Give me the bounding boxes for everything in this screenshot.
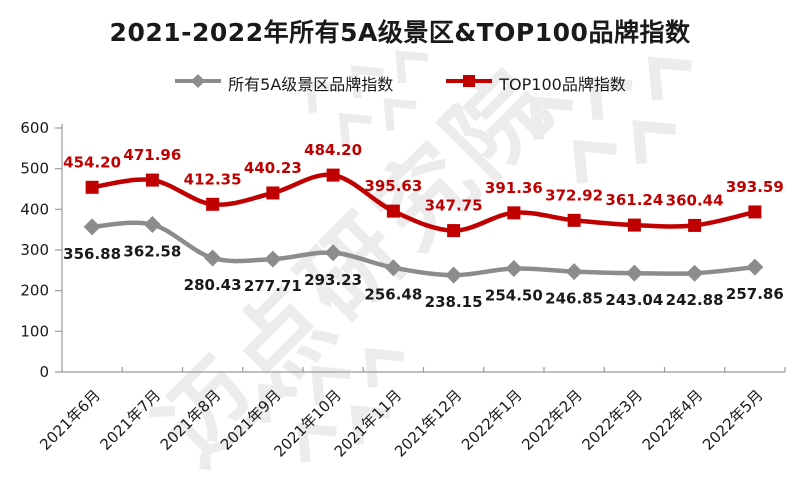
x-axis-category-label: 2022年3月 xyxy=(579,386,647,454)
y-axis-tick-label: 500 xyxy=(20,160,49,178)
data-point-label: 280.43 xyxy=(184,276,242,294)
x-axis-category-label: 2022年2月 xyxy=(518,386,586,454)
data-point-label: 257.86 xyxy=(726,285,784,303)
watermark-logo-chevrons-icon xyxy=(306,50,429,146)
x-axis-category-label: 2022年4月 xyxy=(639,386,707,454)
series-marker-diamond xyxy=(83,218,101,236)
series-marker-square xyxy=(326,168,340,182)
series-marker-square xyxy=(266,186,280,200)
data-point-label: 454.20 xyxy=(63,153,121,171)
series-marker-diamond xyxy=(505,260,523,278)
y-axis-tick-label: 400 xyxy=(20,200,49,218)
series-marker-diamond xyxy=(204,249,222,267)
series-marker-square xyxy=(386,204,400,218)
data-point-label: 362.58 xyxy=(123,243,181,261)
series-marker-square xyxy=(145,173,159,187)
data-point-label: 243.04 xyxy=(605,291,663,309)
data-point-label: 361.24 xyxy=(605,191,663,209)
y-axis-tick-label: 0 xyxy=(39,363,49,381)
data-point-label: 393.59 xyxy=(726,178,784,196)
series-marker-square xyxy=(627,218,641,232)
data-point-label: 277.71 xyxy=(244,277,302,295)
y-axis-tick-label: 300 xyxy=(20,241,49,259)
watermark-logo-chevrons-icon xyxy=(529,56,692,184)
series-marker-diamond xyxy=(264,250,282,268)
data-point-label: 256.48 xyxy=(364,286,422,304)
watermark-logo-chevrons-icon xyxy=(257,347,405,463)
data-point-label: 471.96 xyxy=(123,146,181,164)
series-marker-diamond xyxy=(625,264,643,282)
series-marker-square xyxy=(688,218,702,232)
data-point-label: 395.63 xyxy=(364,177,422,195)
data-point-label: 246.85 xyxy=(545,290,603,308)
data-point-label: 254.50 xyxy=(485,287,543,305)
data-point-label: 356.88 xyxy=(63,245,121,263)
legend: 所有5A级景区品牌指数 TOP100品牌指数 xyxy=(0,71,800,95)
series-marker-square xyxy=(567,213,581,227)
series-marker-diamond xyxy=(746,258,764,276)
y-axis-tick-label: 100 xyxy=(20,322,49,340)
data-point-label: 347.75 xyxy=(425,197,483,215)
y-axis-tick-label: 600 xyxy=(20,119,49,137)
data-point-label: 484.20 xyxy=(304,141,362,159)
legend-label-5a-index: 所有5A级景区品牌指数 xyxy=(228,75,394,94)
series-marker-diamond xyxy=(324,244,342,262)
series-marker-square xyxy=(447,224,461,238)
data-point-label: 242.88 xyxy=(666,291,724,309)
series-marker-diamond xyxy=(565,263,583,281)
data-point-label: 238.15 xyxy=(425,293,483,311)
series-marker-square xyxy=(748,205,762,219)
legend-item-5a-index: 所有5A级景区品牌指数 xyxy=(174,71,393,95)
x-axis-category-label: 2022年5月 xyxy=(699,386,767,454)
y-axis-tick-label: 200 xyxy=(20,282,49,300)
data-point-label: 391.36 xyxy=(485,179,543,197)
series-marker-square xyxy=(206,197,220,211)
series-marker-diamond xyxy=(686,264,704,282)
legend-label-top100-index: TOP100品牌指数 xyxy=(499,75,626,94)
legend-gray-line-diamond-icon xyxy=(174,73,222,93)
chart-title: 2021-2022年所有5A级景区&TOP100品牌指数 xyxy=(109,18,691,47)
series-marker-diamond xyxy=(143,216,161,234)
data-point-label: 412.35 xyxy=(184,170,242,188)
legend-red-line-square-icon xyxy=(445,73,493,93)
data-point-label: 360.44 xyxy=(666,191,724,209)
series-marker-square xyxy=(85,180,99,194)
x-axis-category-label: 2021年6月 xyxy=(36,386,104,454)
series-marker-diamond xyxy=(445,266,463,284)
x-axis-category-label: 2022年1月 xyxy=(458,386,526,454)
series-marker-diamond xyxy=(384,259,402,277)
data-point-label: 372.92 xyxy=(545,186,603,204)
data-point-label: 440.23 xyxy=(244,159,302,177)
legend-item-top100-index: TOP100品牌指数 xyxy=(445,71,626,95)
data-point-label: 293.23 xyxy=(304,271,362,289)
series-marker-square xyxy=(507,206,521,220)
